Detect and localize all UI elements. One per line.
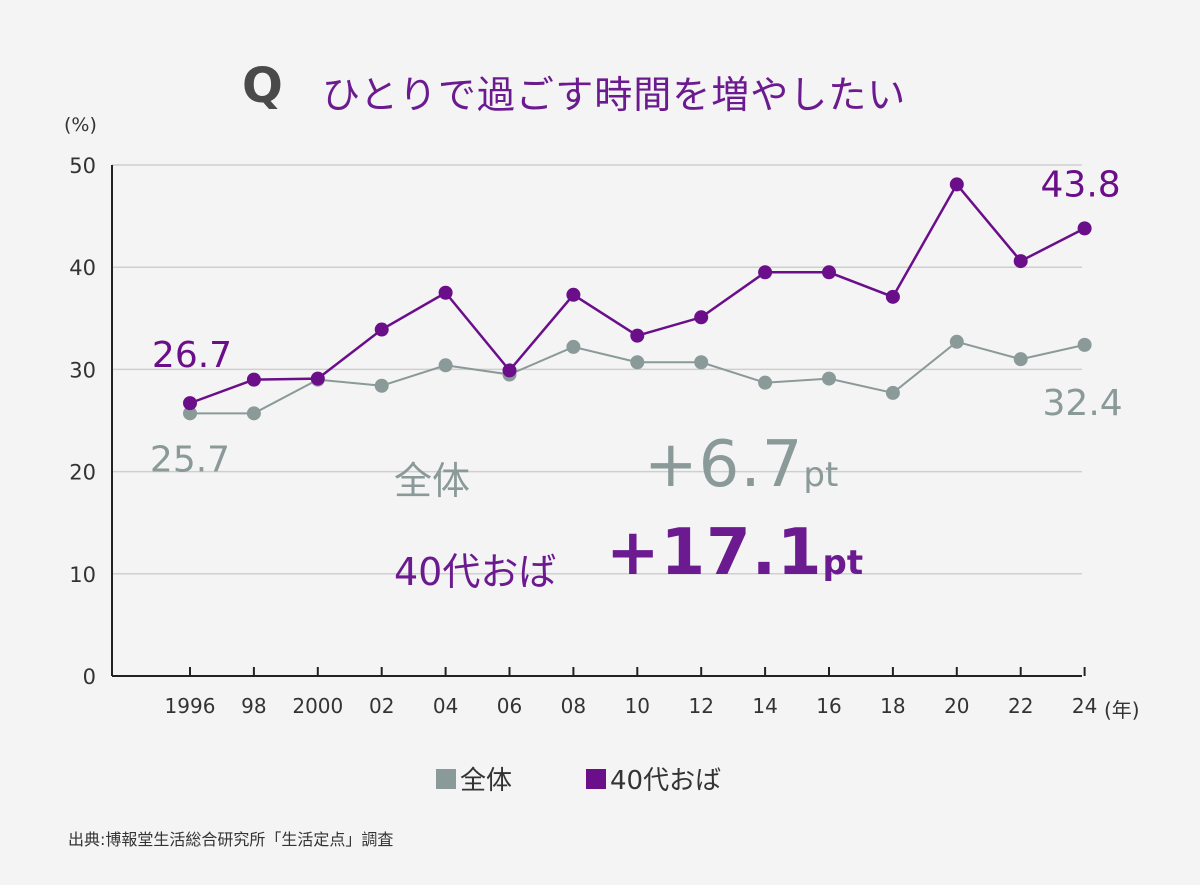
- data-point-all-20: [949, 334, 964, 349]
- x-tick-label-10: 10: [625, 694, 650, 718]
- legend-item-forty: 40代おば: [586, 760, 721, 797]
- legend-swatch-all: [436, 768, 456, 789]
- forty-change-label: 40代おば: [394, 550, 557, 594]
- y-tick-label-20: 20: [69, 461, 96, 485]
- data-point-all-08: [566, 339, 581, 354]
- data-point-forty-16: [822, 265, 836, 280]
- x-axis-unit: (年): [1104, 698, 1140, 722]
- data-point-all-12: [694, 355, 709, 370]
- data-point-all-98: [246, 406, 261, 421]
- x-tick-label-14: 14: [752, 694, 777, 718]
- x-tick-label-24: 24: [1072, 694, 1097, 718]
- all-change-unit: pt: [803, 455, 839, 495]
- data-point-all-1996: [183, 406, 197, 421]
- data-point-all-18: [885, 385, 900, 400]
- x-tick-label-04: 04: [433, 694, 458, 718]
- forty-change-unit: pt: [822, 543, 864, 583]
- data-point-all-10: [630, 355, 645, 370]
- all-change-number: +6.7: [644, 428, 804, 502]
- question-mark-label: Q: [242, 58, 283, 114]
- data-point-all-02: [374, 378, 389, 393]
- legend-swatch-forty: [586, 768, 606, 789]
- y-tick-label-50: 50: [69, 154, 96, 178]
- legend-label-forty: 40代おば: [610, 766, 722, 796]
- x-tick-label-12: 12: [688, 694, 713, 718]
- all-change-value: +6.7pt: [644, 428, 838, 502]
- data-point-forty-02: [374, 322, 389, 337]
- forty-change-number: +17.1: [606, 516, 823, 590]
- x-tick-label-08: 08: [561, 694, 586, 718]
- forty-change-value: +17.1pt: [606, 516, 863, 590]
- x-tick-label-20: 20: [944, 694, 969, 718]
- data-point-forty-10: [630, 328, 645, 343]
- y-tick-label-0: 0: [83, 665, 96, 689]
- data-point-forty-1996: [183, 396, 197, 411]
- data-label-all-1996: 25.7: [150, 439, 230, 480]
- data-point-forty-22: [1013, 254, 1028, 269]
- legend-label-all: 全体: [460, 766, 513, 796]
- data-label-forty-1996: 26.7: [152, 335, 232, 376]
- data-point-all-24: [1077, 337, 1092, 352]
- data-point-forty-06: [502, 363, 517, 378]
- x-tick-label-2000: 2000: [292, 694, 343, 718]
- y-tick-label-40: 40: [69, 256, 96, 280]
- data-point-all-16: [822, 371, 836, 386]
- y-tick-label-10: 10: [69, 563, 96, 587]
- data-point-all-14: [758, 375, 773, 390]
- all-change-label: 全体: [394, 459, 471, 503]
- data-label-all-24: 32.4: [1043, 383, 1123, 424]
- data-point-forty-14: [758, 265, 773, 280]
- x-tick-label-98: 98: [241, 694, 266, 718]
- x-tick-label-1996: 1996: [165, 694, 216, 718]
- x-tick-label-02: 02: [369, 694, 394, 718]
- series-line-forty: [189, 182, 1086, 405]
- data-point-forty-12: [694, 310, 709, 325]
- x-tick-label-22: 22: [1008, 694, 1033, 718]
- data-point-forty-20: [949, 177, 964, 192]
- chart-title: ひとりで過ごす時間を増やしたい: [322, 73, 907, 117]
- data-point-forty-2000: [310, 371, 325, 386]
- x-tick-label-18: 18: [880, 694, 905, 718]
- data-point-forty-08: [566, 287, 581, 302]
- legend-item-all: 全体: [436, 760, 512, 797]
- data-point-forty-18: [885, 289, 900, 304]
- x-tick-label-06: 06: [497, 694, 522, 718]
- data-point-all-04: [438, 358, 453, 373]
- y-axis-unit: (%): [64, 114, 97, 136]
- data-point-forty-24: [1077, 221, 1092, 236]
- data-point-forty-04: [438, 285, 453, 300]
- data-label-forty-24: 43.8: [1041, 164, 1121, 205]
- y-tick-label-30: 30: [69, 358, 96, 382]
- data-point-all-22: [1013, 352, 1028, 367]
- data-point-forty-98: [246, 372, 261, 387]
- source-note: 出典:博報堂生活総合研究所「生活定点」調査: [68, 830, 394, 849]
- x-tick-label-16: 16: [816, 694, 841, 718]
